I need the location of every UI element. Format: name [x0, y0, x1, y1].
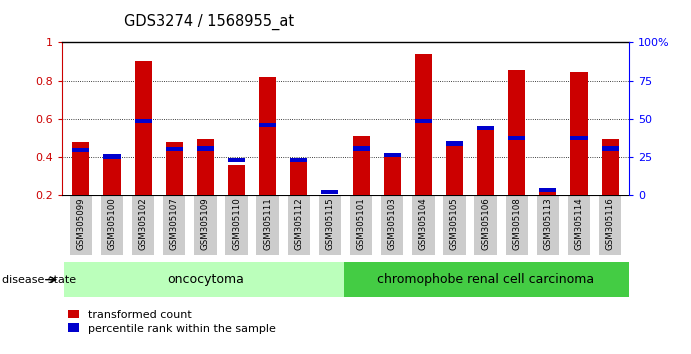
Bar [228, 165, 245, 195]
Bar [602, 146, 618, 150]
Bar [506, 195, 528, 255]
Bar [70, 195, 92, 255]
Text: GSM305102: GSM305102 [139, 198, 148, 251]
Bar [319, 195, 341, 255]
Bar [599, 195, 621, 255]
Text: GSM305114: GSM305114 [574, 198, 583, 251]
Bar [166, 147, 183, 151]
Bar [73, 148, 89, 152]
Bar [571, 136, 587, 140]
Bar [537, 195, 559, 255]
Legend: transformed count, percentile rank within the sample: transformed count, percentile rank withi… [68, 310, 276, 333]
Text: GDS3274 / 1568955_at: GDS3274 / 1568955_at [124, 14, 294, 30]
Text: GSM305112: GSM305112 [294, 198, 303, 251]
Bar [477, 127, 494, 195]
Text: GSM305103: GSM305103 [388, 198, 397, 251]
Bar [104, 156, 120, 195]
Text: GSM305113: GSM305113 [543, 198, 552, 251]
Bar [352, 136, 370, 195]
Bar [290, 161, 307, 195]
Text: GSM305099: GSM305099 [77, 198, 86, 250]
Bar [135, 61, 152, 195]
Bar [384, 155, 401, 195]
Bar [571, 72, 587, 195]
Bar [602, 138, 618, 195]
Bar [256, 195, 279, 255]
Bar [197, 138, 214, 195]
Bar [352, 146, 370, 150]
Bar [132, 195, 154, 255]
Bar [64, 262, 344, 297]
Bar [135, 119, 152, 123]
Bar [321, 190, 339, 194]
Bar [415, 54, 432, 195]
Text: GSM305105: GSM305105 [450, 198, 459, 251]
Text: GSM305100: GSM305100 [108, 198, 117, 251]
Text: GSM305110: GSM305110 [232, 198, 241, 251]
Bar [412, 195, 435, 255]
Bar [381, 195, 404, 255]
Text: GSM305108: GSM305108 [512, 198, 521, 251]
Bar [259, 122, 276, 127]
Bar [73, 142, 89, 195]
Bar [446, 144, 463, 195]
Bar [415, 119, 432, 123]
Text: GSM305109: GSM305109 [201, 198, 210, 250]
Bar [539, 188, 556, 193]
Bar [350, 195, 372, 255]
Text: chromophobe renal cell carcinoma: chromophobe renal cell carcinoma [377, 273, 594, 286]
Text: disease state: disease state [2, 275, 76, 285]
Bar [475, 195, 497, 255]
Text: GSM305107: GSM305107 [170, 198, 179, 251]
Bar [101, 195, 123, 255]
Text: GSM305116: GSM305116 [605, 198, 614, 251]
Bar [259, 77, 276, 195]
Bar [568, 195, 590, 255]
Bar [290, 158, 307, 162]
Text: oncocytoma: oncocytoma [167, 273, 244, 286]
Bar [225, 195, 248, 255]
Text: GSM305104: GSM305104 [419, 198, 428, 251]
Text: GSM305115: GSM305115 [325, 198, 334, 251]
Bar [477, 126, 494, 130]
Text: GSM305101: GSM305101 [357, 198, 366, 251]
Bar [508, 70, 525, 195]
Bar [197, 146, 214, 150]
Bar [384, 153, 401, 157]
Bar [344, 262, 641, 297]
Bar [446, 141, 463, 145]
Bar [163, 195, 185, 255]
Bar [104, 154, 120, 159]
Bar [443, 195, 466, 255]
Text: GSM305111: GSM305111 [263, 198, 272, 251]
Bar [228, 158, 245, 162]
Bar [287, 195, 310, 255]
Bar [194, 195, 216, 255]
Bar [166, 142, 183, 195]
Bar [508, 136, 525, 140]
Bar [539, 192, 556, 195]
Text: GSM305106: GSM305106 [481, 198, 490, 251]
